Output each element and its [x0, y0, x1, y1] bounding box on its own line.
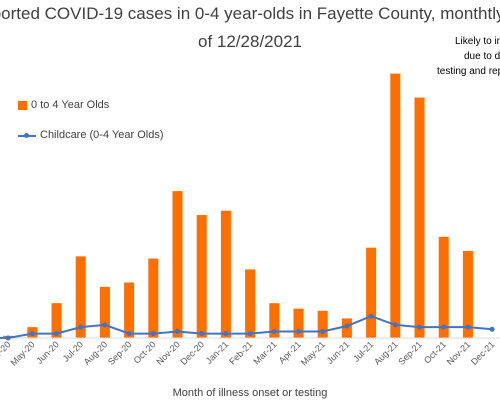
line-point: [175, 328, 180, 334]
line-point: [271, 328, 277, 334]
legend-label-bars: 0 to 4 Year Olds: [31, 99, 110, 111]
line-point: [78, 324, 84, 330]
legend-entry-bars: 0 to 4 Year Olds: [18, 99, 109, 111]
bar: [462, 250, 473, 338]
series-line-childcare: [0, 315, 493, 339]
bar: [269, 303, 280, 338]
x-tick-label: Jun-20: [34, 339, 61, 366]
line-point: [29, 331, 35, 337]
x-tick-label: Oct-20: [132, 339, 158, 365]
x-tick-label: Mar-21: [251, 339, 278, 366]
x-tick-label: May-20: [8, 339, 36, 367]
x-tick-label: Jan-21: [204, 339, 231, 366]
bar: [148, 258, 159, 338]
line-point: [150, 331, 156, 337]
line-point: [54, 331, 59, 337]
x-tick-label: Nov-21: [445, 339, 473, 367]
line-point: [320, 328, 326, 334]
x-axis-title: Month of illness onset or testing: [172, 387, 328, 399]
line-point: [392, 322, 398, 328]
line-point: [296, 328, 301, 334]
line-point: [344, 323, 350, 329]
bar: [196, 215, 207, 338]
line-point: [126, 331, 132, 337]
annotation-line-3: testing and rep: [437, 66, 500, 77]
bar: [366, 247, 377, 338]
annotation-line-1: Likely to in: [455, 36, 500, 47]
line-point: [5, 335, 11, 341]
bar: [51, 303, 62, 338]
bar: [245, 269, 256, 338]
chart-title-line-1: Reported COVID-19 cases in 0-4 year-olds…: [0, 4, 500, 23]
line-point: [489, 326, 495, 332]
bar: [75, 256, 86, 338]
line-point: [223, 331, 229, 337]
x-tick-label: Jun-21: [325, 339, 352, 366]
x-tick-label: Sep-21: [396, 339, 424, 367]
x-tick-label: Nov-20: [154, 339, 182, 367]
x-tick-label: Feb-21: [227, 339, 254, 366]
bar: [438, 236, 449, 338]
chart-title-line-2: of 12/28/2021: [198, 32, 302, 51]
legend-swatch-line: [18, 131, 36, 140]
line-point: [368, 313, 374, 319]
annotation-line-2: due to de: [464, 51, 500, 62]
x-tick-label: May-21: [299, 339, 327, 367]
line-point: [102, 322, 108, 328]
x-tick-label: Aug-21: [372, 339, 400, 367]
x-tick-label: Oct-21: [422, 339, 448, 365]
bar: [124, 282, 135, 338]
legend-label-line: Childcare (0-4 Year Olds): [40, 129, 164, 141]
x-tick-label: Dec-20: [179, 339, 207, 367]
legend-entry-line: Childcare (0-4 Year Olds): [18, 129, 164, 141]
line-point: [441, 324, 447, 330]
bar: [293, 308, 304, 338]
line-point: [199, 331, 205, 337]
bar: [414, 97, 425, 338]
bar: [99, 286, 110, 338]
line-point: [465, 324, 471, 330]
x-tick-label: Dec-21: [469, 339, 497, 367]
bar: [317, 310, 328, 338]
x-tick-label: Aug-20: [82, 339, 110, 367]
line-point: [417, 324, 422, 330]
bar: [220, 210, 231, 338]
x-tick-label: Sep-20: [106, 339, 134, 367]
line-point: [247, 331, 253, 337]
bar: [172, 191, 183, 338]
bar: [390, 73, 401, 338]
legend-swatch-bar: [18, 100, 27, 110]
